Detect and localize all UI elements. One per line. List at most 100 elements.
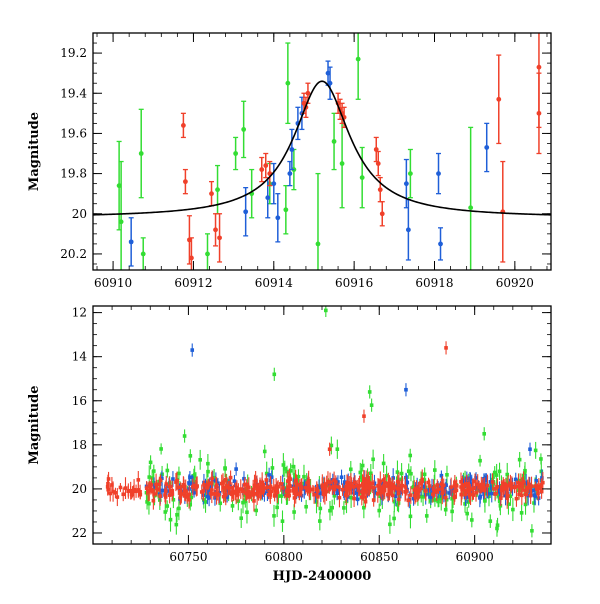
- green-observation: [421, 487, 425, 507]
- data-point: [171, 497, 176, 502]
- data-point: [422, 484, 426, 489]
- data-point: [462, 483, 467, 488]
- red-observation: [395, 475, 400, 488]
- red-observation: [236, 483, 241, 500]
- red-observation: [221, 490, 226, 503]
- data-point: [436, 499, 440, 504]
- data-point: [165, 468, 170, 473]
- data-point: [439, 496, 444, 501]
- data-point: [512, 485, 517, 490]
- red-observation: [118, 483, 123, 492]
- red-observation: [108, 485, 113, 502]
- data-point: [439, 473, 444, 478]
- data-point: [463, 492, 468, 497]
- data-point: [499, 496, 503, 500]
- data-point: [473, 479, 477, 484]
- data-point: [426, 488, 431, 492]
- data-point: [360, 482, 365, 486]
- green-observation: [218, 494, 223, 512]
- red-observation: [509, 476, 514, 492]
- data-point: [433, 468, 437, 472]
- red-observation: [163, 480, 168, 502]
- x-tick-label: 60912: [174, 276, 212, 290]
- data-point: [177, 471, 181, 476]
- red-observation: [461, 482, 466, 497]
- data-point: [174, 480, 178, 484]
- data-point: [235, 486, 239, 491]
- data-point: [223, 492, 228, 497]
- data-point: [354, 490, 359, 495]
- data-point: [489, 491, 494, 496]
- data-point: [182, 484, 186, 489]
- data-point: [251, 487, 255, 492]
- data-point: [536, 110, 542, 116]
- data-point: [208, 491, 213, 496]
- data-point: [238, 487, 243, 491]
- data-point: [187, 481, 191, 485]
- panel-0-plot: [93, 33, 551, 270]
- red-observation: [264, 473, 269, 487]
- data-point: [517, 457, 522, 462]
- data-point: [506, 483, 511, 488]
- data-point: [271, 486, 276, 491]
- green-observation: [519, 504, 524, 522]
- data-point: [134, 489, 138, 494]
- data-point: [362, 414, 366, 418]
- data-point: [328, 508, 332, 513]
- red-observation: [258, 477, 262, 498]
- data-point: [209, 191, 214, 197]
- data-point: [191, 484, 195, 489]
- data-point: [454, 488, 459, 493]
- blue-observation: [513, 472, 518, 487]
- data-point: [390, 493, 395, 498]
- data-point: [511, 507, 515, 512]
- data-point: [433, 498, 437, 502]
- data-point: [358, 490, 362, 495]
- data-point: [262, 449, 267, 454]
- data-point: [508, 494, 513, 499]
- data-point: [382, 488, 387, 493]
- data-point: [214, 485, 218, 489]
- data-point: [481, 482, 485, 487]
- green-observation: [189, 490, 194, 505]
- data-point: [158, 494, 162, 498]
- data-point: [429, 495, 433, 499]
- data-point: [113, 491, 118, 495]
- data-point: [263, 163, 269, 168]
- data-point: [432, 488, 437, 493]
- red-observation: [293, 469, 298, 492]
- data-point: [444, 497, 449, 502]
- red-observation: [502, 482, 507, 495]
- series-red-point: [500, 160, 506, 263]
- data-point: [474, 490, 478, 495]
- red-observation: [138, 484, 142, 499]
- blue-observation: [339, 469, 344, 485]
- red-observation: [441, 485, 445, 499]
- data-point: [478, 458, 482, 463]
- data-point: [203, 500, 208, 504]
- data-point: [502, 487, 507, 491]
- data-point: [245, 510, 249, 515]
- green-observation: [388, 514, 392, 534]
- green-observation: [495, 520, 499, 537]
- green-observation: [411, 480, 415, 495]
- data-point: [364, 479, 368, 483]
- data-point: [132, 487, 136, 492]
- red-observation: [352, 490, 356, 508]
- data-point: [349, 481, 353, 486]
- red-observation: [284, 491, 288, 501]
- data-point: [204, 485, 209, 490]
- data-point: [348, 467, 353, 472]
- data-point: [189, 495, 194, 500]
- red-observation: [208, 488, 213, 499]
- data-point: [378, 486, 383, 490]
- data-point: [420, 479, 424, 483]
- x-axis-label: HJD-2400000: [273, 569, 372, 584]
- data-point: [225, 484, 229, 488]
- data-point: [482, 476, 486, 481]
- data-point: [395, 470, 400, 474]
- data-point: [206, 469, 210, 474]
- data-point: [304, 504, 308, 509]
- red-observation: [154, 479, 159, 497]
- green-observation: [212, 469, 216, 487]
